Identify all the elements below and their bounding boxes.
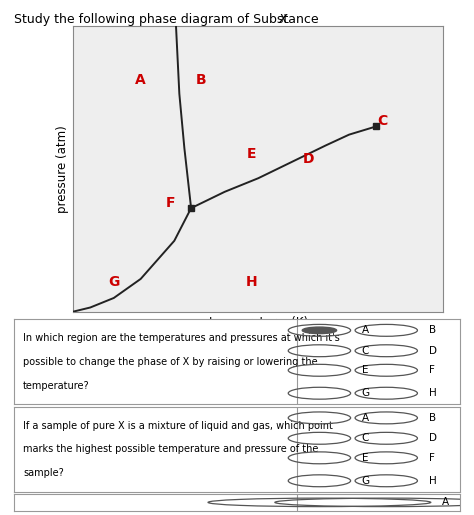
Text: D: D <box>428 433 437 443</box>
Text: sample?: sample? <box>23 468 64 478</box>
Text: .: . <box>285 13 289 26</box>
Text: X: X <box>279 13 287 26</box>
Text: B: B <box>196 73 207 87</box>
Text: A: A <box>442 497 449 507</box>
Text: C: C <box>378 114 388 128</box>
Text: A: A <box>362 413 369 423</box>
Text: C: C <box>362 346 369 356</box>
Text: F: F <box>428 365 435 375</box>
Text: B: B <box>428 325 436 335</box>
Text: H: H <box>246 274 257 288</box>
Text: A: A <box>362 325 369 335</box>
Text: E: E <box>362 365 368 375</box>
Text: G: G <box>362 388 370 398</box>
Y-axis label: pressure (atm): pressure (atm) <box>56 125 69 213</box>
Text: C: C <box>362 433 369 443</box>
Text: B: B <box>428 413 436 423</box>
Text: F: F <box>428 453 435 463</box>
Text: E: E <box>247 147 256 161</box>
Text: G: G <box>362 476 370 486</box>
Text: A: A <box>135 73 146 87</box>
Circle shape <box>302 327 337 334</box>
Text: E: E <box>362 453 368 463</box>
Text: G: G <box>108 274 119 288</box>
Text: marks the highest possible temperature and pressure of the: marks the highest possible temperature a… <box>23 444 319 454</box>
Text: H: H <box>428 476 437 486</box>
Text: F: F <box>166 196 176 210</box>
Text: D: D <box>303 152 314 166</box>
Text: possible to change the phase of X by raising or lowering the: possible to change the phase of X by rai… <box>23 357 318 367</box>
Text: D: D <box>428 346 437 356</box>
Text: If a sample of pure X is a mixture of liquid and gas, which point: If a sample of pure X is a mixture of li… <box>23 421 333 431</box>
Text: In which region are the temperatures and pressures at which it's: In which region are the temperatures and… <box>23 333 340 343</box>
Text: Study the following phase diagram of Substance: Study the following phase diagram of Sub… <box>14 13 323 26</box>
X-axis label: temperature  (K): temperature (K) <box>209 316 308 329</box>
Text: temperature?: temperature? <box>23 381 90 390</box>
Text: H: H <box>428 388 437 398</box>
